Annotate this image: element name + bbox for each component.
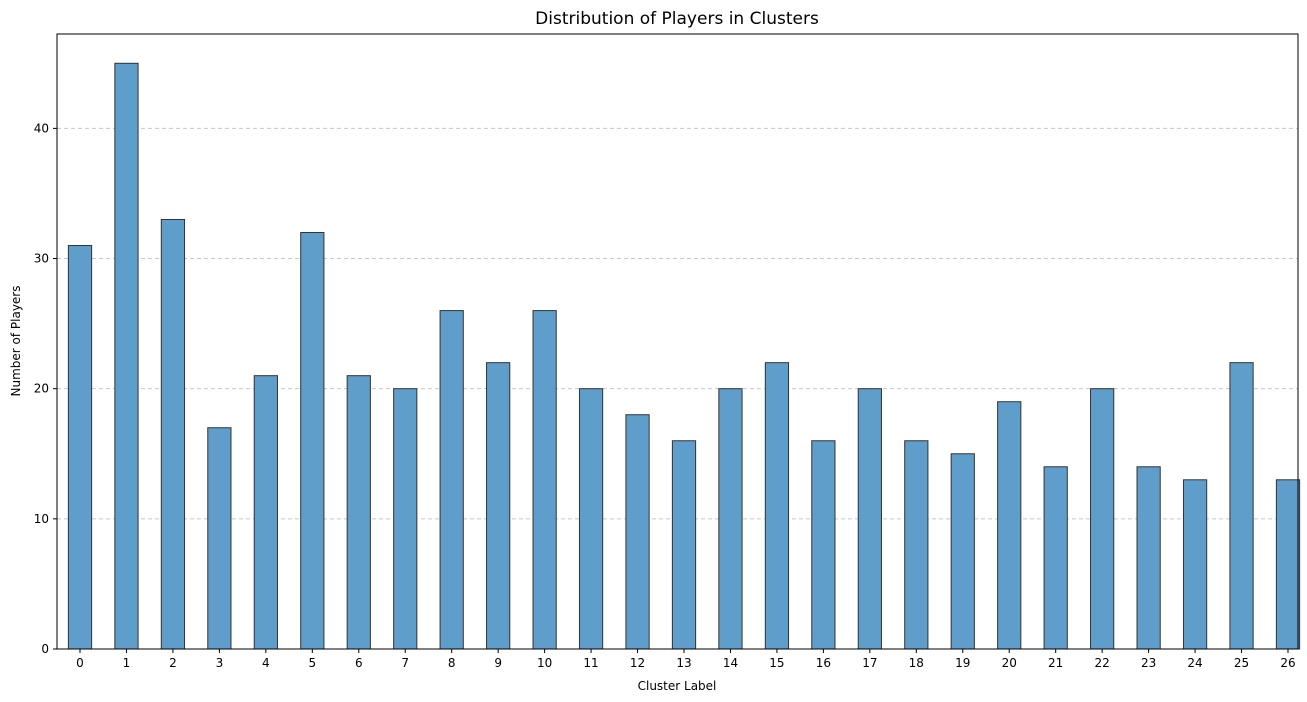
- x-tick-label: 15: [769, 656, 784, 670]
- x-tick-label: 14: [723, 656, 738, 670]
- x-tick-label: 3: [216, 656, 224, 670]
- y-tick-label: 0: [41, 642, 49, 656]
- x-tick-label: 9: [494, 656, 502, 670]
- bar-cluster-6: [346, 375, 371, 650]
- bar-cluster-8: [439, 310, 464, 650]
- x-tick-label: 10: [537, 656, 552, 670]
- bar-cluster-26: [1275, 479, 1301, 650]
- y-tick-label: 30: [34, 252, 49, 266]
- x-tick-label: 25: [1234, 656, 1249, 670]
- x-tick-label: 13: [676, 656, 691, 670]
- x-tick-label: 20: [1002, 656, 1017, 670]
- bar-cluster-19: [950, 453, 975, 650]
- y-axis-ticks: 0 10 20 30 40: [34, 121, 57, 656]
- x-tick-label: 19: [955, 656, 970, 670]
- x-tick-label: 26: [1280, 656, 1295, 670]
- bar-cluster-12: [625, 414, 650, 650]
- bar-cluster-4: [253, 375, 278, 650]
- plot-frame: [56, 33, 1299, 650]
- x-tick-label: 17: [862, 656, 877, 670]
- bar-cluster-18: [904, 440, 929, 650]
- bar-cluster-15: [764, 362, 790, 650]
- x-tick-label: 1: [123, 656, 131, 670]
- x-tick-label: 12: [630, 656, 645, 670]
- x-tick-label: 4: [262, 656, 270, 670]
- bar-cluster-22: [1090, 388, 1115, 650]
- x-tick-label: 2: [169, 656, 177, 670]
- bar-cluster-5: [300, 231, 325, 650]
- x-tick-label: 5: [308, 656, 316, 670]
- bar-cluster-16: [811, 440, 836, 650]
- bar-cluster-3: [207, 427, 232, 650]
- bar-cluster-17: [857, 388, 882, 650]
- chart-title: Distribution of Players in Clusters: [535, 9, 819, 29]
- bar-cluster-11: [578, 388, 604, 650]
- x-tick-label: 11: [583, 656, 598, 670]
- x-axis-ticks: 0 1 2 3 4 5 6 7 8 9 10 11 12 13 14 15 16 17 18 19 20 21 22 23 24…: [76, 649, 1296, 670]
- bar-cluster-23: [1136, 466, 1161, 650]
- x-tick-label: 0: [76, 656, 84, 670]
- bar-cluster-14: [718, 388, 743, 650]
- x-tick-label: 24: [1187, 656, 1202, 670]
- x-tick-label: 6: [355, 656, 363, 670]
- bars: [67, 62, 1301, 650]
- y-axis-label: Number of Players: [9, 286, 23, 397]
- x-tick-label: 18: [909, 656, 924, 670]
- bar-cluster-2: [160, 218, 186, 650]
- y-tick-label: 10: [34, 512, 49, 526]
- bar-cluster-0: [67, 245, 93, 650]
- bar-cluster-13: [671, 440, 697, 650]
- x-tick-label: 7: [401, 656, 409, 670]
- bar-cluster-25: [1229, 362, 1254, 650]
- x-axis-label: Cluster Label: [638, 679, 717, 693]
- x-tick-label: 23: [1141, 656, 1156, 670]
- y-tick-label: 20: [34, 382, 49, 396]
- y-tick-label: 40: [34, 121, 49, 135]
- x-tick-label: 8: [448, 656, 456, 670]
- bar-cluster-1: [114, 62, 139, 650]
- bar-cluster-7: [393, 388, 418, 650]
- x-tick-label: 21: [1048, 656, 1063, 670]
- x-tick-label: 16: [816, 656, 831, 670]
- x-tick-label: 22: [1095, 656, 1110, 670]
- bar-cluster-10: [532, 310, 557, 650]
- bar-cluster-24: [1182, 479, 1208, 650]
- bar-cluster-9: [486, 362, 511, 650]
- bar-cluster-21: [1043, 466, 1068, 650]
- bar-cluster-20: [997, 401, 1022, 650]
